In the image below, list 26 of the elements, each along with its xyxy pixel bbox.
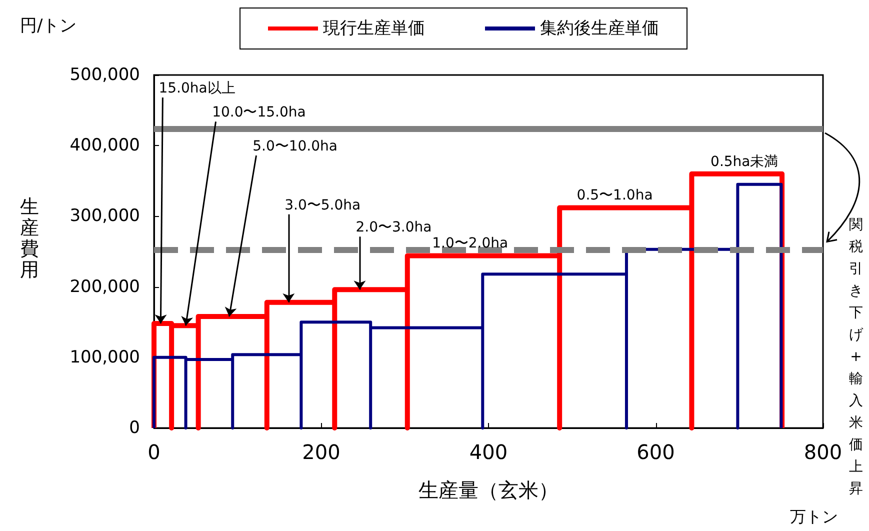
legend-label: 現行生産単価 — [323, 18, 425, 38]
annotation: 15.0ha以上 — [158, 80, 236, 97]
annotation: 1.0〜2.0ha — [432, 236, 508, 252]
legend-label: 集約後生産単価 — [540, 18, 659, 38]
annotation: 0.5〜1.0ha — [576, 188, 653, 204]
x-tick-label: 0 — [148, 440, 160, 464]
annotation: 5.0〜10.0ha — [252, 138, 338, 154]
text: 万トン — [790, 507, 838, 528]
x-tick-label: 600 — [636, 440, 675, 464]
y-tick-label: 300,000 — [70, 206, 140, 226]
x-tick-label: 200 — [302, 440, 340, 464]
y-axis-title: 生産費用 — [20, 196, 39, 281]
text: 円/トン — [20, 15, 77, 37]
annotation: 3.0〜5.0ha — [284, 197, 361, 214]
annotation: 10.0〜15.0ha — [212, 104, 306, 121]
y-tick-label: 500,000 — [70, 65, 140, 85]
y-tick-label: 400,000 — [70, 136, 140, 156]
annotation: 0.5ha未満 — [710, 154, 778, 170]
x-axis-title: 生産量（玄米） — [418, 478, 558, 502]
annotation: 2.0〜3.0ha — [356, 220, 432, 236]
text: 関税引き下げ+輸入米価上昇 — [849, 217, 863, 497]
x-tick-label: 400 — [469, 440, 508, 464]
x-tick-label: 800 — [804, 440, 842, 464]
y-tick-label: 200,000 — [70, 276, 140, 297]
y-tick-label: 0 — [129, 418, 140, 438]
y-tick-label: 100,000 — [70, 347, 140, 368]
